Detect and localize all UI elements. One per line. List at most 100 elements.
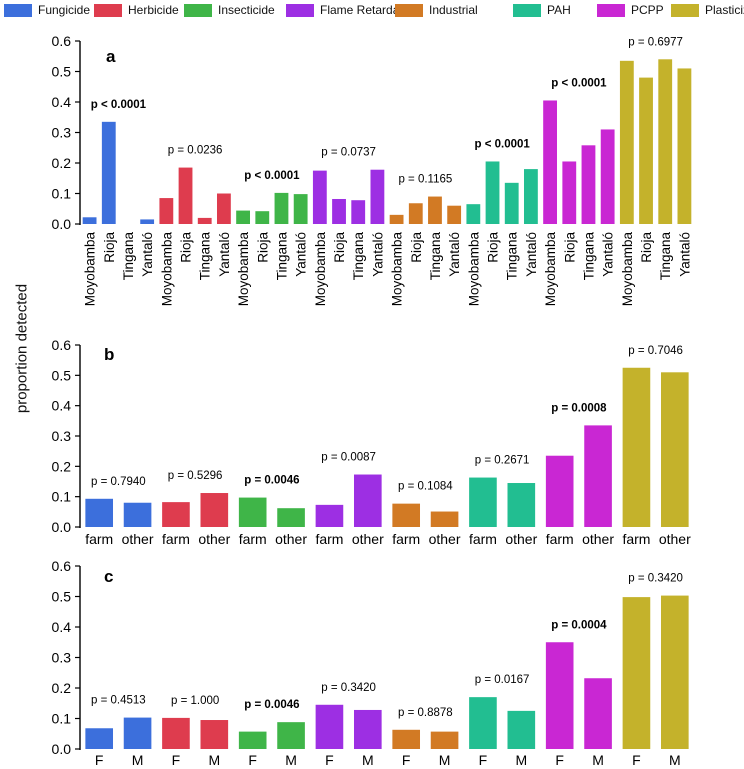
p-value-label: p = 0.1084 <box>398 481 453 493</box>
p-value-label: p = 0.8878 <box>398 707 453 719</box>
bar <box>545 455 574 527</box>
bar <box>277 508 305 527</box>
bar <box>353 709 382 749</box>
legend: Fungicide Herbicide Insecticide Flame Retar… <box>0 0 744 22</box>
y-tick-label: 0.3 <box>52 428 72 444</box>
p-value-label: p = 0.3420 <box>321 682 376 694</box>
x-tick-label: farm <box>469 531 497 547</box>
bar <box>123 717 152 749</box>
x-tick-label: Yantaló <box>601 232 616 277</box>
x-tick-label: M <box>515 752 527 768</box>
panel-label: a <box>106 47 116 66</box>
x-tick-label: F <box>632 752 641 768</box>
bar <box>504 182 519 224</box>
bar <box>293 194 308 224</box>
legend-item: Fungicide <box>4 2 90 18</box>
x-tick-label: other <box>505 531 537 547</box>
legend-label: Plasticizer <box>705 3 744 17</box>
x-tick-label: Moyobamba <box>83 232 98 307</box>
x-tick-label: Tingana <box>274 232 289 281</box>
legend-label: Flame Retardant <box>320 3 410 17</box>
bar <box>140 219 155 224</box>
p-value-label: p = 0.4513 <box>91 695 146 707</box>
x-tick-label: farm <box>162 531 190 547</box>
bar <box>101 121 116 224</box>
x-tick-label: Yantaló <box>524 232 539 277</box>
x-tick-label: Moyobamba <box>236 232 251 307</box>
panel-label: c <box>104 567 113 586</box>
bar <box>600 129 615 224</box>
y-tick-label: 0.1 <box>52 186 72 202</box>
bar <box>274 192 289 224</box>
legend-swatch <box>184 3 212 17</box>
y-tick-label: 0.2 <box>52 458 72 474</box>
y-tick-label: 0.4 <box>52 619 72 635</box>
bar <box>469 697 497 749</box>
bar <box>447 205 462 224</box>
legend-swatch <box>4 3 32 17</box>
legend-label: Insecticide <box>218 3 275 17</box>
bar <box>392 729 421 749</box>
bar <box>236 210 251 224</box>
bar <box>545 642 574 749</box>
x-tick-label: farm <box>392 531 420 547</box>
bar <box>85 498 114 527</box>
legend-swatch <box>513 3 541 17</box>
chart-panel-a: 0.0 0.1 0.2 0.3 0.4 0.5 0.6 a Moyobamba Rioja Ting… <box>52 33 693 306</box>
bar <box>430 731 459 749</box>
legend-label: Industrial <box>429 3 478 17</box>
x-tick-label: Tingana <box>351 232 366 281</box>
bar <box>162 717 190 749</box>
x-tick-label: Rioja <box>562 232 577 263</box>
y-tick-label: 0.4 <box>52 398 72 414</box>
legend-label: PAH <box>547 3 571 17</box>
p-value-label: p = 0.7940 <box>91 476 146 488</box>
bar <box>660 595 689 749</box>
legend-item: Insecticide <box>184 2 275 18</box>
x-tick-label: Yantaló <box>370 232 385 277</box>
x-tick-label: Rioja <box>486 232 501 263</box>
bar <box>581 145 596 224</box>
legend-item: Flame Retardant <box>286 2 409 18</box>
bar <box>312 170 327 224</box>
chart-panel-b: 0.0 0.1 0.2 0.3 0.4 0.5 0.6 b farm other p = 0.794… <box>52 337 692 547</box>
bar <box>82 217 97 224</box>
y-tick-label: 0.0 <box>52 741 72 757</box>
y-tick-label: 0.4 <box>52 94 72 110</box>
x-tick-label: F <box>172 752 181 768</box>
bar <box>485 161 500 224</box>
bar <box>353 474 382 527</box>
p-value-label: p < 0.0001 <box>474 138 530 150</box>
bar <box>238 497 267 527</box>
x-tick-label: Tingana <box>505 232 520 281</box>
p-value-label: p = 0.0046 <box>244 475 299 487</box>
y-tick-label: 0.1 <box>52 489 72 505</box>
p-value-label: p = 0.0167 <box>475 674 530 686</box>
x-tick-label: M <box>592 752 604 768</box>
x-tick-label: F <box>402 752 411 768</box>
x-tick-label: Yantaló <box>217 232 232 277</box>
x-tick-label: other <box>122 531 154 547</box>
y-tick-label: 0.2 <box>52 680 72 696</box>
x-tick-label: other <box>659 531 691 547</box>
bar <box>543 100 558 224</box>
bar <box>200 493 229 527</box>
bar <box>315 704 344 749</box>
x-tick-label: M <box>132 752 144 768</box>
p-value-label: p = 0.3420 <box>628 573 683 585</box>
bar <box>562 161 577 224</box>
p-value-label: p < 0.0001 <box>551 77 607 89</box>
y-tick-label: 0.6 <box>52 337 72 353</box>
x-tick-label: F <box>479 752 488 768</box>
bar <box>639 77 653 224</box>
p-value-label: p = 0.6977 <box>628 36 683 48</box>
bar <box>466 204 481 224</box>
x-tick-label: F <box>248 752 257 768</box>
x-tick-label: Moyobamba <box>313 232 328 307</box>
bar <box>277 722 305 749</box>
bar <box>408 203 423 224</box>
p-value-label: p = 0.0008 <box>551 402 607 414</box>
bar <box>159 198 174 224</box>
x-tick-label: farm <box>239 531 267 547</box>
x-tick-label: other <box>429 531 461 547</box>
